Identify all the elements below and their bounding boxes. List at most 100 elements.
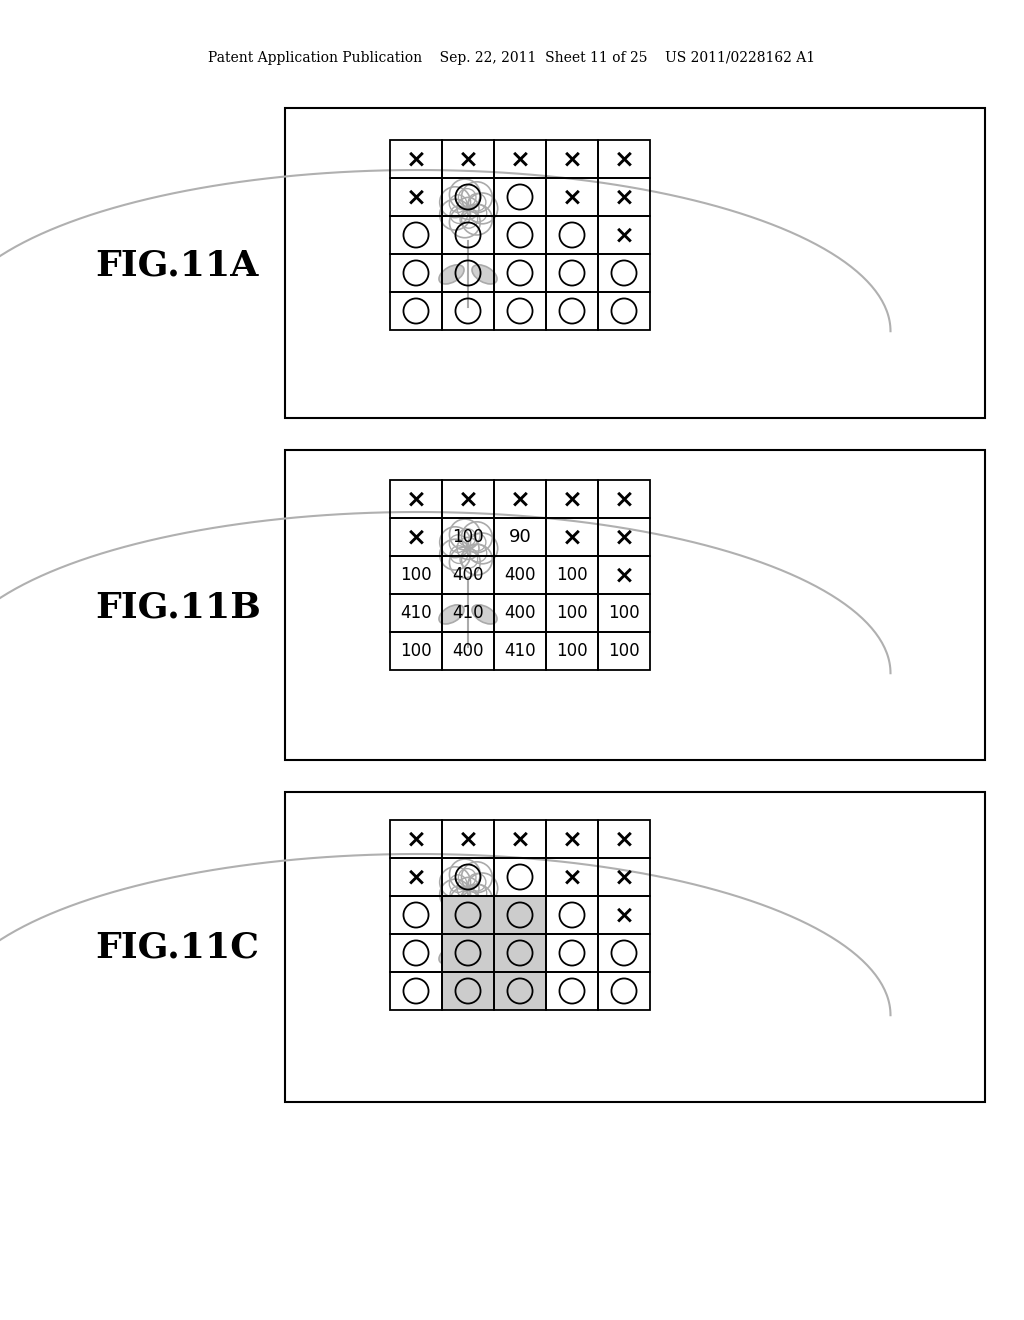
- Text: ×: ×: [613, 147, 635, 172]
- Bar: [546, 178, 598, 216]
- Text: 100: 100: [556, 605, 588, 622]
- Text: Patent Application Publication    Sep. 22, 2011  Sheet 11 of 25    US 2011/02281: Patent Application Publication Sep. 22, …: [209, 51, 815, 65]
- Text: 410: 410: [400, 605, 432, 622]
- Ellipse shape: [439, 265, 464, 284]
- Bar: [494, 858, 546, 896]
- Bar: [442, 517, 494, 556]
- Bar: [494, 632, 546, 671]
- Text: ×: ×: [458, 828, 478, 851]
- Text: ×: ×: [406, 147, 427, 172]
- Text: ×: ×: [561, 147, 583, 172]
- Text: FIG.11B: FIG.11B: [95, 590, 261, 624]
- Text: 400: 400: [504, 605, 536, 622]
- Bar: [546, 896, 598, 935]
- Bar: [442, 216, 494, 253]
- Bar: [442, 935, 494, 972]
- Bar: [546, 820, 598, 858]
- Text: ×: ×: [406, 487, 427, 511]
- Bar: [598, 858, 650, 896]
- Bar: [390, 972, 442, 1010]
- Bar: [285, 792, 985, 1102]
- Bar: [494, 140, 546, 178]
- Bar: [494, 292, 546, 330]
- Bar: [390, 216, 442, 253]
- Text: ×: ×: [613, 185, 635, 209]
- Bar: [598, 140, 650, 178]
- Bar: [546, 858, 598, 896]
- Bar: [598, 972, 650, 1010]
- Bar: [494, 896, 546, 935]
- Bar: [546, 556, 598, 594]
- Text: 100: 100: [400, 642, 432, 660]
- Bar: [494, 216, 546, 253]
- Bar: [442, 178, 494, 216]
- Bar: [442, 140, 494, 178]
- Text: 400: 400: [504, 566, 536, 583]
- Text: 100: 100: [608, 605, 640, 622]
- Bar: [598, 216, 650, 253]
- Bar: [494, 935, 546, 972]
- Bar: [494, 480, 546, 517]
- Text: 100: 100: [453, 528, 483, 546]
- Text: ×: ×: [613, 865, 635, 888]
- Bar: [390, 292, 442, 330]
- Bar: [390, 896, 442, 935]
- Bar: [442, 556, 494, 594]
- Bar: [442, 820, 494, 858]
- Bar: [442, 935, 494, 972]
- Text: ×: ×: [406, 525, 427, 549]
- Text: ×: ×: [406, 185, 427, 209]
- Text: 100: 100: [608, 642, 640, 660]
- Bar: [598, 896, 650, 935]
- Bar: [390, 594, 442, 632]
- Bar: [442, 858, 494, 896]
- Ellipse shape: [472, 945, 497, 964]
- Ellipse shape: [439, 945, 464, 964]
- Bar: [494, 896, 546, 935]
- Bar: [494, 178, 546, 216]
- Text: 100: 100: [400, 566, 432, 583]
- Text: ×: ×: [406, 865, 427, 888]
- Bar: [390, 140, 442, 178]
- Bar: [598, 820, 650, 858]
- Bar: [442, 896, 494, 935]
- Text: ×: ×: [510, 828, 530, 851]
- Bar: [546, 632, 598, 671]
- Bar: [546, 292, 598, 330]
- Bar: [285, 450, 985, 760]
- Bar: [598, 292, 650, 330]
- Text: ×: ×: [406, 828, 427, 851]
- Bar: [285, 108, 985, 418]
- Bar: [390, 253, 442, 292]
- Bar: [390, 632, 442, 671]
- Bar: [494, 594, 546, 632]
- Text: ×: ×: [613, 903, 635, 927]
- Text: ×: ×: [510, 487, 530, 511]
- Bar: [390, 858, 442, 896]
- Text: ×: ×: [613, 828, 635, 851]
- Text: ×: ×: [613, 223, 635, 247]
- Bar: [598, 594, 650, 632]
- Bar: [442, 972, 494, 1010]
- Ellipse shape: [439, 605, 464, 624]
- Text: 400: 400: [453, 642, 483, 660]
- Text: ×: ×: [613, 525, 635, 549]
- Bar: [442, 594, 494, 632]
- Bar: [442, 292, 494, 330]
- Bar: [494, 517, 546, 556]
- Text: ×: ×: [561, 525, 583, 549]
- Bar: [546, 140, 598, 178]
- Text: ×: ×: [561, 487, 583, 511]
- Text: 400: 400: [453, 566, 483, 583]
- Bar: [390, 517, 442, 556]
- Text: ×: ×: [458, 147, 478, 172]
- Bar: [390, 935, 442, 972]
- Bar: [546, 935, 598, 972]
- Text: FIG.11A: FIG.11A: [95, 248, 258, 282]
- Text: ×: ×: [613, 564, 635, 587]
- Bar: [390, 556, 442, 594]
- Bar: [546, 517, 598, 556]
- Text: 100: 100: [556, 642, 588, 660]
- Bar: [546, 216, 598, 253]
- Bar: [598, 253, 650, 292]
